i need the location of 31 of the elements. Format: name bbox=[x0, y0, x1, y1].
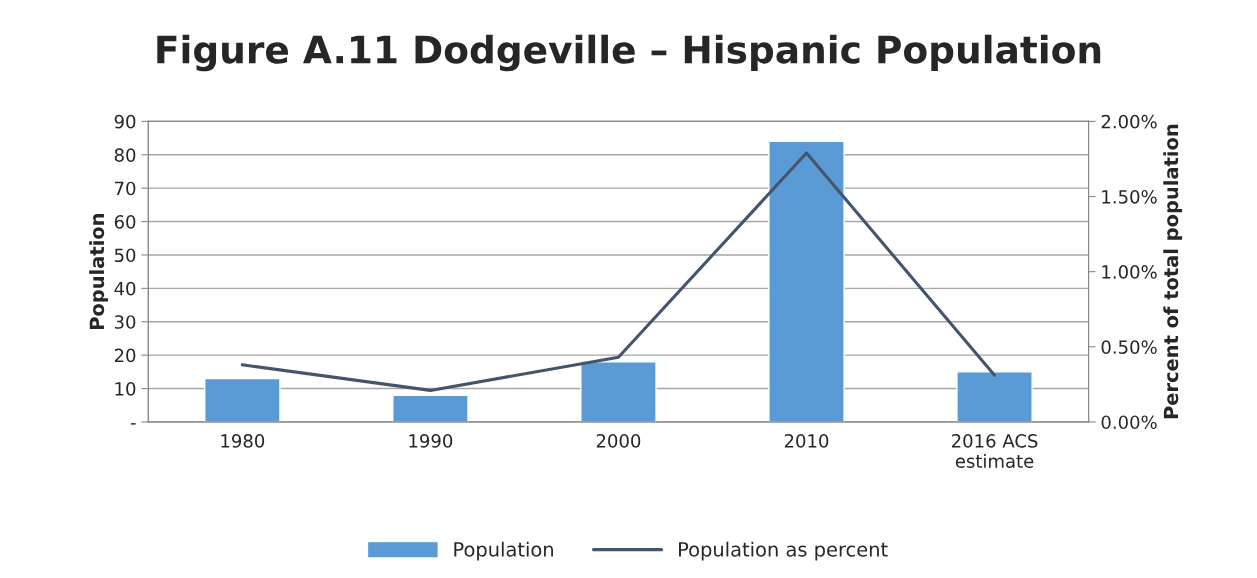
x-tick-label: 1990 bbox=[409, 434, 453, 448]
chart-title: Figure A.11 Dodgeville – Hispanic Population bbox=[157, 34, 1101, 72]
y2-tick-label: 0.00% bbox=[1101, 415, 1157, 430]
y-tick-label: 50 bbox=[114, 248, 136, 263]
x-tick-label: 2010 bbox=[784, 434, 829, 448]
bar bbox=[392, 394, 469, 422]
y2-tick-label: 2.00% bbox=[1101, 114, 1157, 129]
bar bbox=[956, 371, 1033, 422]
y2-tick-label: 1.50% bbox=[1102, 189, 1157, 204]
x-tick-label: 1980 bbox=[221, 434, 265, 448]
y2-axis-title: Percent of total population bbox=[1163, 124, 1183, 419]
y-tick-label: 40 bbox=[114, 281, 136, 296]
legend-label: Population bbox=[454, 541, 553, 561]
line-series bbox=[240, 151, 997, 392]
bar bbox=[204, 377, 281, 422]
x-tick-label: 2000 bbox=[596, 434, 641, 448]
x-tick-label: 2016 ACS estimate bbox=[951, 434, 1038, 468]
legend-label: Population as percent bbox=[679, 541, 888, 561]
y-tick-label: 60 bbox=[114, 215, 136, 229]
y-tick-label: - bbox=[130, 423, 136, 425]
y2-tick-label: 0.50% bbox=[1101, 340, 1157, 354]
bar bbox=[580, 361, 657, 422]
y-tick-label: 90 bbox=[114, 114, 136, 129]
y2-tick-label: 1.00% bbox=[1102, 265, 1157, 279]
y-tick-label: 30 bbox=[114, 315, 136, 329]
bar bbox=[768, 140, 845, 422]
y-tick-label: 70 bbox=[115, 181, 136, 196]
y-axis-title: Population bbox=[89, 214, 108, 330]
y-tick-label: 10 bbox=[115, 382, 136, 396]
y-tick-label: 80 bbox=[114, 148, 136, 162]
y-tick-label: 20 bbox=[114, 348, 136, 363]
